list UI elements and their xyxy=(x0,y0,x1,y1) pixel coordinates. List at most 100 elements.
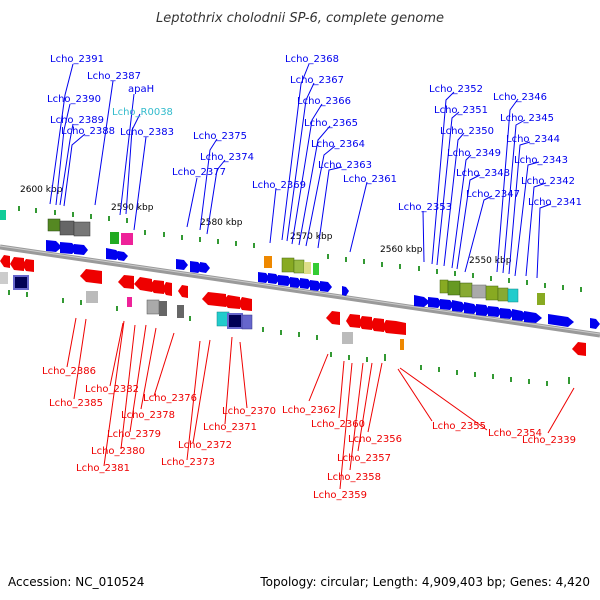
gene-arrow xyxy=(22,259,34,272)
gene-label[interactable]: Lcho_2353 xyxy=(398,202,452,213)
gene-label[interactable]: Lcho_2363 xyxy=(318,160,372,171)
gene-label[interactable]: Lcho_2385 xyxy=(49,398,103,409)
gene-arrow xyxy=(176,259,188,270)
gene-label[interactable]: Lcho_2356 xyxy=(348,434,402,445)
feature-block xyxy=(241,314,253,330)
gene-label[interactable]: Lcho_2360 xyxy=(311,419,365,430)
gene-label[interactable]: Lcho_2377 xyxy=(172,167,226,178)
gene-label[interactable]: Lcho_2374 xyxy=(200,152,254,163)
gene-label[interactable]: Lcho_2346 xyxy=(493,92,547,103)
gene-label[interactable]: Lcho_2342 xyxy=(521,176,575,187)
feature-block xyxy=(159,301,167,316)
gene-arrow xyxy=(464,302,478,314)
feature-block xyxy=(110,232,119,244)
gene-label[interactable]: apaH xyxy=(128,84,154,95)
gene-arrow xyxy=(342,286,349,296)
gene-label[interactable]: Lcho_2365 xyxy=(304,118,358,129)
feature-block xyxy=(304,262,311,274)
gene-arrow xyxy=(134,277,152,292)
gene-label[interactable]: Lcho_2347 xyxy=(466,189,520,200)
kbp-label-2570: 2570 kbp xyxy=(290,232,333,242)
gene-label[interactable]: Lcho_2391 xyxy=(50,54,104,65)
kbp-label-2550: 2550 kbp xyxy=(469,256,512,266)
gene-label[interactable]: Lcho_2361 xyxy=(343,174,397,185)
kbp-label-2590: 2590 kbp xyxy=(111,203,154,213)
gene-label[interactable]: Lcho_2381 xyxy=(76,463,130,474)
gene-arrow xyxy=(238,297,252,311)
feature-block xyxy=(400,339,404,350)
gene-label[interactable]: Lcho_2386 xyxy=(42,366,96,377)
feature-block xyxy=(121,233,133,245)
gene-arrow xyxy=(178,285,188,298)
feature-block xyxy=(447,280,461,296)
gene-label[interactable]: Lcho_2369 xyxy=(252,180,306,191)
feature-block xyxy=(507,288,519,303)
gene-label[interactable]: Lcho_2339 xyxy=(522,435,576,446)
gene-arrow xyxy=(392,321,406,335)
gene-label[interactable]: Lcho_2376 xyxy=(143,393,197,404)
gene-label[interactable]: Lcho_R0038 xyxy=(112,107,173,118)
gene-label[interactable]: Lcho_2351 xyxy=(434,105,488,116)
feature-block xyxy=(459,282,473,298)
feature-block xyxy=(59,220,75,236)
gene-label[interactable]: Lcho_2370 xyxy=(222,406,276,417)
gene-label[interactable]: Lcho_2372 xyxy=(178,440,232,451)
gene-label[interactable]: Lcho_2379 xyxy=(107,429,161,440)
gene-arrow xyxy=(326,311,340,325)
accession-text: Accession: NC_010524 xyxy=(8,575,144,589)
gene-label[interactable]: Lcho_2359 xyxy=(313,490,367,501)
gene-label[interactable]: Lcho_2367 xyxy=(290,75,344,86)
feature-block xyxy=(127,297,132,307)
kbp-label-2580: 2580 kbp xyxy=(200,218,243,228)
feature-block xyxy=(227,313,243,329)
gene-label[interactable]: Lcho_2349 xyxy=(447,148,501,159)
gene-label[interactable]: Lcho_2362 xyxy=(282,405,336,416)
gene-label[interactable]: Lcho_2364 xyxy=(311,139,365,150)
feature-block xyxy=(0,210,6,220)
gene-arrow xyxy=(370,318,384,332)
gene-label[interactable]: Lcho_2366 xyxy=(297,96,351,107)
gene-label[interactable]: Lcho_2383 xyxy=(120,127,174,138)
gene-label[interactable]: Lcho_2375 xyxy=(193,131,247,142)
gene-label[interactable]: Lcho_2371 xyxy=(203,422,257,433)
feature-block xyxy=(177,305,184,318)
feature-block xyxy=(342,332,353,344)
gene-label[interactable]: Lcho_2352 xyxy=(429,84,483,95)
gene-label[interactable]: Lcho_2350 xyxy=(440,126,494,137)
gene-label[interactable]: Lcho_2355 xyxy=(432,421,486,432)
gene-label[interactable]: Lcho_2368 xyxy=(285,54,339,65)
gene-label[interactable]: Lcho_2358 xyxy=(327,472,381,483)
gene-label[interactable]: Lcho_2357 xyxy=(337,453,391,464)
gene-arrow xyxy=(118,251,128,261)
top-gene-labels: Lcho_2391 Lcho_2387 Lcho_2390 apaH Lcho_… xyxy=(47,54,582,213)
feature-block xyxy=(497,287,509,302)
gene-arrow xyxy=(300,278,312,289)
gene-label[interactable]: Lcho_2341 xyxy=(528,197,582,208)
gene-label[interactable]: Lcho_2380 xyxy=(91,446,145,457)
gene-arrow xyxy=(74,244,88,255)
gene-label[interactable]: Lcho_2348 xyxy=(456,168,510,179)
gene-label[interactable]: Lcho_2343 xyxy=(514,155,568,166)
feature-block xyxy=(86,291,98,303)
gene-label[interactable]: Lcho_2387 xyxy=(87,71,141,82)
genome-backbone xyxy=(0,244,600,338)
gene-label[interactable]: Lcho_2344 xyxy=(506,134,560,145)
gene-label[interactable]: Lcho_2382 xyxy=(85,384,139,395)
gene-label[interactable]: Lcho_2388 xyxy=(61,126,115,137)
gene-label[interactable]: Lcho_2389 xyxy=(50,115,104,126)
gene-label[interactable]: Lcho_2345 xyxy=(500,113,554,124)
gene-label[interactable]: Lcho_2390 xyxy=(47,94,101,105)
gene-label[interactable]: Lcho_2378 xyxy=(121,410,175,421)
gene-arrow xyxy=(346,314,360,328)
gene-label[interactable]: Lcho_2373 xyxy=(161,457,215,468)
feature-block xyxy=(47,218,61,232)
feature-blocks xyxy=(0,210,545,350)
gene-label[interactable]: Lcho_2354 xyxy=(488,428,542,439)
bottom-gene-labels: Lcho_2386 Lcho_2385 Lcho_2382 Lcho_2376 … xyxy=(42,366,576,501)
gene-arrow xyxy=(572,342,586,356)
gene-arrow xyxy=(524,311,542,323)
gene-arrow xyxy=(202,292,226,307)
gene-arrow xyxy=(382,320,396,334)
